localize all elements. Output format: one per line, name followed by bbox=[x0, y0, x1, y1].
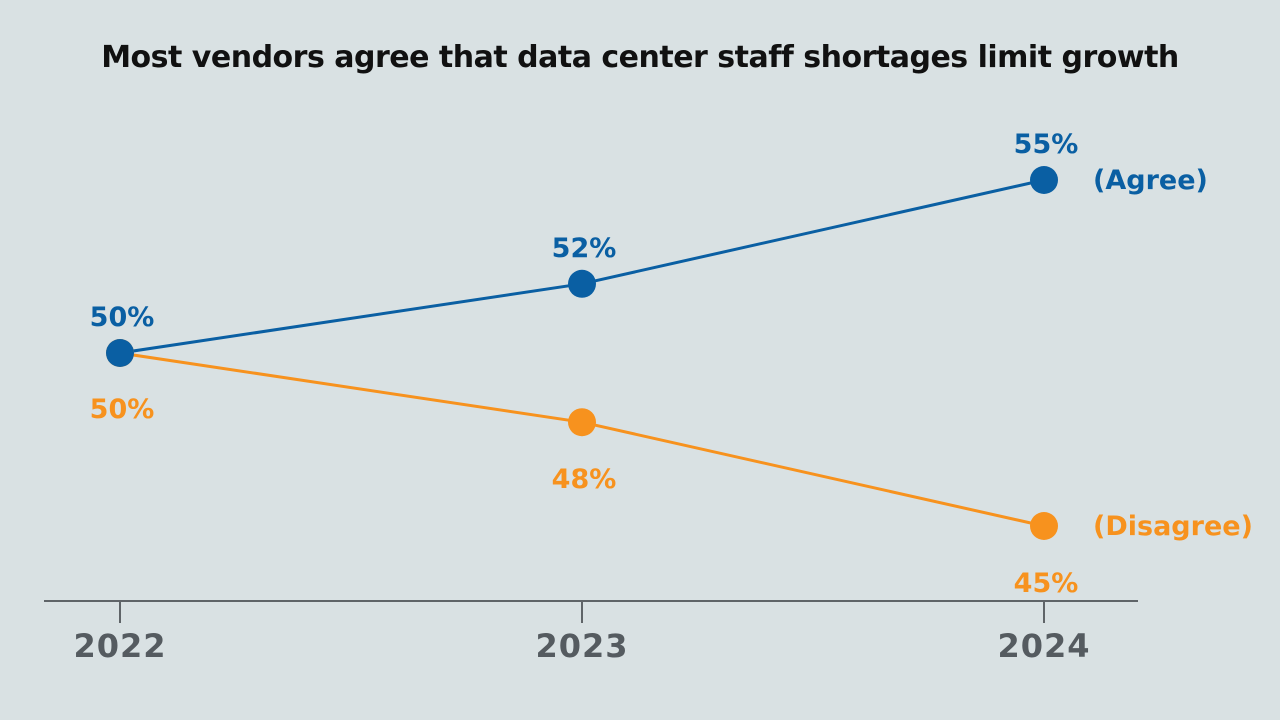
legend-label-disagree: (Disagree) bbox=[1093, 511, 1253, 542]
data-label-disagree: 50% bbox=[90, 394, 155, 425]
data-labels: 50% 52% 55% 50% 48% 45% bbox=[90, 129, 1079, 599]
data-label-agree: 52% bbox=[552, 233, 617, 264]
x-axis: 2022 2023 2024 bbox=[44, 600, 1138, 665]
data-label-agree: 50% bbox=[90, 302, 155, 333]
data-label-agree: 55% bbox=[1014, 129, 1079, 160]
data-point-agree bbox=[568, 269, 596, 298]
legend: (Agree) (Disagree) bbox=[1093, 165, 1253, 542]
series-line-agree bbox=[119, 178, 1045, 355]
legend-label-agree: (Agree) bbox=[1093, 165, 1208, 196]
data-label-disagree: 48% bbox=[552, 464, 617, 495]
x-tick-label: 2022 bbox=[73, 627, 166, 665]
series-line-disagree bbox=[119, 351, 1045, 528]
x-tick-label: 2023 bbox=[535, 627, 628, 665]
data-label-disagree: 45% bbox=[1014, 568, 1079, 599]
data-point-agree bbox=[1030, 166, 1058, 194]
data-point-disagree bbox=[568, 408, 596, 437]
x-tick-label: 2024 bbox=[997, 627, 1090, 665]
data-points bbox=[106, 166, 1058, 540]
chart-title: Most vendors agree that data center staf… bbox=[101, 40, 1179, 75]
data-point-disagree bbox=[1030, 512, 1058, 540]
data-point-agree bbox=[106, 339, 134, 367]
